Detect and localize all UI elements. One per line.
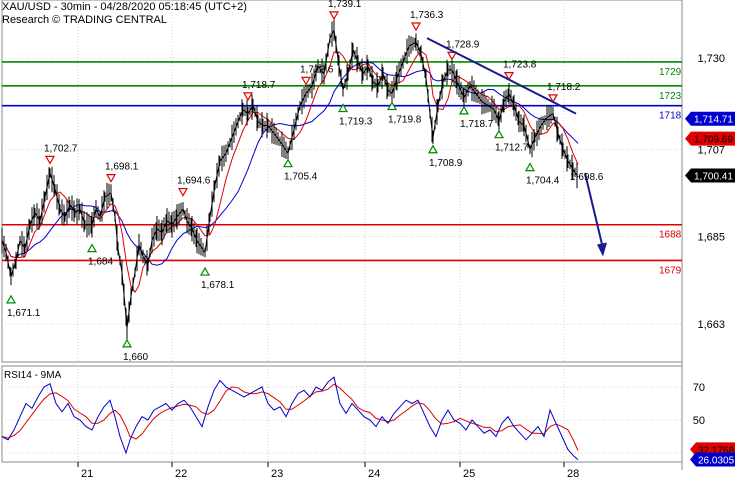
- chart-title: XAU/USD - 30min - 04/28/2020 05:18:45 (U…: [2, 1, 247, 13]
- price-tag: [685, 131, 735, 146]
- trough-label: 1,719.8: [388, 114, 422, 125]
- trough-label: 1,708.9: [429, 158, 463, 169]
- trough-label: 1,704.4: [526, 176, 560, 187]
- trough-label: 1,678.1: [201, 280, 235, 291]
- trough-marker: [86, 243, 98, 253]
- trough-marker: [337, 103, 349, 113]
- price-tag: [685, 111, 735, 126]
- trough-label: 1,712.7: [495, 143, 529, 154]
- trough-label: 1,718.7: [460, 119, 494, 130]
- trough-label: 1,671.1: [7, 308, 41, 319]
- peak-marker: [44, 155, 56, 165]
- peak-marker: [547, 94, 559, 104]
- peak-marker: [242, 92, 254, 102]
- trough-label: 1,684: [88, 257, 113, 268]
- trough-marker: [121, 338, 133, 348]
- peak-label: 1,723.8: [503, 60, 537, 71]
- rsi-value-tag: [690, 452, 735, 467]
- level-label: 1723: [659, 91, 682, 102]
- peak-marker: [446, 51, 458, 61]
- price-tag-label: 1,709.69: [694, 135, 733, 146]
- x-day-label: 24: [368, 468, 380, 480]
- peak-marker: [328, 11, 340, 21]
- rsi-tick-label: 50: [693, 415, 705, 427]
- rsi-title: RSI14 - 9MA: [4, 370, 62, 381]
- trough-label: 1,660: [123, 352, 148, 363]
- projection-arrow-shaft: [584, 172, 604, 249]
- trough-marker: [458, 105, 470, 115]
- price-tick-label: 1,663: [697, 319, 725, 331]
- peak-marker: [410, 22, 422, 32]
- peak-label: 1,736.3: [410, 10, 444, 21]
- price-tag-label: 1,714.71: [694, 115, 733, 126]
- peak-label: 1,702.7: [44, 143, 78, 154]
- rsi-line: [1, 376, 579, 460]
- price-tag-label: 1,700.41: [694, 171, 733, 182]
- price-tick-label: 1,730: [697, 53, 725, 65]
- trough-marker: [524, 162, 536, 172]
- peak-label: 1,698.1: [105, 162, 139, 173]
- peak-marker: [105, 174, 117, 183]
- projection-arrow-head: [597, 242, 607, 257]
- trough-marker: [199, 266, 211, 276]
- trough-marker: [386, 101, 398, 111]
- level-label: 1688: [659, 230, 682, 241]
- trend-line: [426, 37, 577, 115]
- peak-label: 1,739.1: [328, 0, 362, 10]
- price-line: [1, 28, 579, 329]
- peak-label: 1,718.7: [242, 80, 276, 91]
- x-day-label: 28: [567, 468, 579, 480]
- price-tick-label: 1,707: [697, 144, 725, 156]
- peak-label: 1,718.2: [547, 82, 581, 93]
- trough-label: 1,705.4: [284, 172, 318, 183]
- trough-marker: [282, 158, 294, 168]
- peak-marker: [300, 76, 312, 86]
- peak-label: 1,722.6: [300, 64, 334, 75]
- level-label: 1729: [659, 67, 682, 78]
- rsi-panel-frame: [1, 365, 683, 463]
- rsi-tick-label: 70: [693, 382, 705, 394]
- trough-label: 1,719.3: [339, 116, 373, 127]
- level-label: 1679: [659, 265, 682, 276]
- x-day-label: 22: [175, 468, 187, 480]
- target-label: 1,698.6: [570, 172, 604, 183]
- peak-marker: [177, 187, 189, 197]
- trough-marker: [493, 129, 505, 139]
- price-tag: [685, 168, 735, 183]
- x-day-label: 25: [463, 468, 475, 480]
- trough-marker: [427, 144, 439, 154]
- rsi-value-label: 32.1768: [698, 445, 735, 456]
- peak-marker: [503, 72, 515, 81]
- peak-label: 1,728.9: [446, 39, 480, 50]
- price-tick-label: 1,685: [697, 232, 725, 244]
- rsi-value-label: 26.0305: [698, 456, 735, 467]
- chart-credit: Research © TRADING CENTRAL: [2, 14, 167, 26]
- trough-marker: [5, 294, 17, 304]
- rsi-ma-line: [1, 383, 579, 451]
- x-day-label: 21: [81, 468, 93, 480]
- peak-label: 1,694.6: [177, 176, 211, 187]
- level-label: 1718: [659, 111, 682, 122]
- x-day-label: 23: [271, 468, 283, 480]
